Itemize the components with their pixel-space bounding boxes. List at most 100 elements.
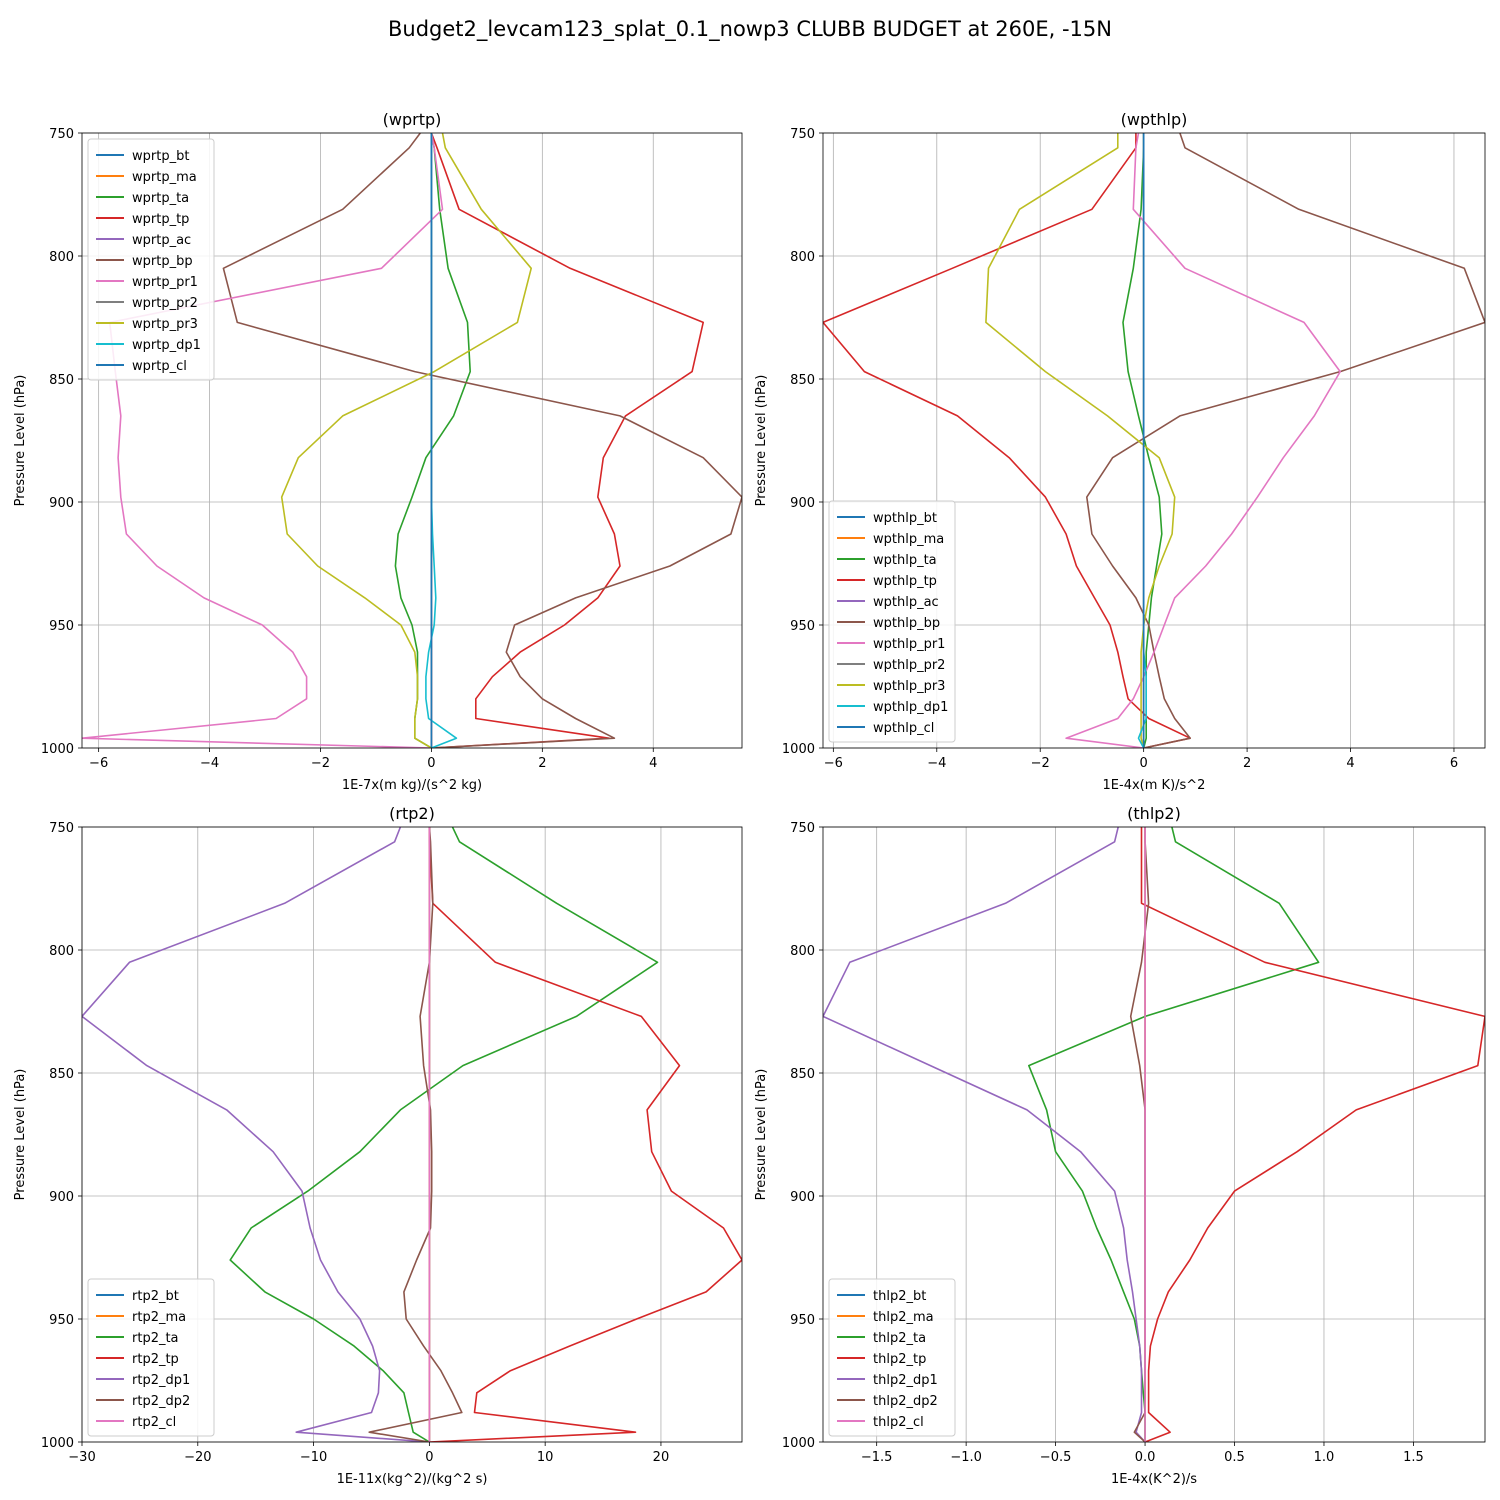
series-line-wprtp_pr1 [82,133,444,748]
panel-title: (thlp2) [1127,804,1181,823]
legend-label-wpthlp_cl: wpthlp_cl [873,721,934,736]
y-tick-label: 1000 [41,742,74,757]
y-tick-label: 750 [49,821,74,836]
x-tick-label: −10 [300,1450,327,1465]
legend-label-wpthlp_ta: wpthlp_ta [873,553,937,568]
panel-3: −1.5 −1.0 −0.5 0.0 0.5 1.0 1.5 750 800 850 900 950 1… [754,804,1486,1487]
series-line-rtp2_ta [229,827,659,1442]
panel-2: −30 −20 −10 0 10 20 750 800 850 900 950 1000 (rtp2) 1… [13,804,743,1487]
y-tick-label: 950 [49,619,74,634]
y-tick-label: 800 [790,250,815,265]
legend-label-wpthlp_tp: wpthlp_tp [873,574,937,589]
series-line-rtp2_dp1 [82,827,430,1442]
series-line-wprtp_tp [430,133,705,748]
legend-label-thlp2_tp: thlp2_tp [873,1352,926,1367]
legend-label-wprtp_bt: wprtp_bt [132,149,189,164]
figure-suptitle: Budget2_levcam123_splat_0.1_nowp3 CLUBB … [388,17,1112,42]
series-group [82,133,742,748]
legend-label-wprtp_pr1: wprtp_pr1 [132,275,198,290]
legend-label-rtp2_tp: rtp2_tp [132,1352,179,1367]
series-line-wpthlp_tp [823,133,1191,748]
legend-label-thlp2_dp1: thlp2_dp1 [873,1373,938,1388]
x-tick-label: −1.0 [950,1450,982,1465]
y-tick-label: 900 [790,496,815,511]
series-line-thlp2_dp1 [823,827,1146,1442]
x-axis-label: 1E-4x(K^2)/s [1111,1472,1197,1487]
legend-label-rtp2_ta: rtp2_ta [132,1331,179,1346]
x-tick-label: −30 [68,1450,95,1465]
series-line-wprtp_dp1 [425,133,458,748]
legend-label-thlp2_bt: thlp2_bt [873,1289,926,1304]
legend-label-wprtp_bp: wprtp_bp [132,254,193,269]
legend-box [87,1278,215,1437]
y-tick-label: 800 [790,944,815,959]
legend-label-rtp2_dp1: rtp2_dp1 [132,1373,190,1388]
y-tick-label: 750 [49,127,74,142]
legend-label-thlp2_dp2: thlp2_dp2 [873,1394,938,1409]
series-line-wprtp_pr3 [280,133,533,748]
legend-label-thlp2_cl: thlp2_cl [873,1415,924,1430]
panel-1: −6 −4 −2 0 2 4 6 750 800 850 900 950 1000 (wpthlp) 1E-… [754,110,1486,793]
series-line-wpthlp_bp [1086,133,1485,748]
legend-label-wprtp_cl: wprtp_cl [132,359,187,374]
series-line-wprtp_ta [394,133,472,748]
series-group [82,827,742,1442]
x-axis-label: 1E-11x(kg^2)/(kg^2 s) [337,1472,488,1487]
legend-label-wprtp_dp1: wprtp_dp1 [132,338,201,353]
legend-box [828,1278,956,1437]
x-tick-label: −20 [184,1450,211,1465]
y-tick-label: 750 [790,821,815,836]
plot-frame [822,132,1486,749]
y-axis-label: Pressure Level (hPa) [13,375,28,507]
legend: thlp2_bt thlp2_ma thlp2_ta thlp2_tp thlp2_dp… [828,1278,956,1437]
x-tick-label: 2 [538,756,546,771]
legend-label-wpthlp_bp: wpthlp_bp [873,616,940,631]
legend-label-wpthlp_pr3: wpthlp_pr3 [873,679,945,694]
series-line-wpthlp_pr3 [985,133,1176,748]
x-tick-label: 10 [537,1450,554,1465]
x-tick-label: −0.5 [1040,1450,1072,1465]
legend-label-wprtp_ma: wprtp_ma [132,170,197,185]
y-tick-label: 900 [49,1190,74,1205]
legend-label-rtp2_bt: rtp2_bt [132,1289,179,1304]
y-tick-label: 950 [790,1313,815,1328]
legend-label-wprtp_ta: wprtp_ta [132,191,189,206]
legend-label-wpthlp_bt: wpthlp_bt [873,511,937,526]
x-tick-label: 0 [425,1450,433,1465]
legend-label-wprtp_pr3: wprtp_pr3 [132,317,198,332]
x-tick-label: −4 [927,756,946,771]
y-tick-label: 1000 [41,1436,74,1451]
x-tick-label: −4 [200,756,219,771]
panel-title: (wprtp) [383,110,442,129]
plot-frame [822,826,1486,1443]
legend-box [828,500,956,743]
legend-label-thlp2_ma: thlp2_ma [873,1310,934,1325]
series-line-wprtp_bp [222,133,742,748]
x-tick-label: 6 [1450,756,1458,771]
x-tick-label: −2 [311,756,330,771]
series-line-rtp2_tp [428,827,742,1442]
legend: wpthlp_bt wpthlp_ma wpthlp_ta wpthlp_tpwpth… [828,500,956,743]
y-axis-label: Pressure Level (hPa) [754,375,769,507]
x-tick-label: 20 [653,1450,670,1465]
series-line-rtp2_dp2 [368,827,463,1442]
x-tick-label: −1.5 [861,1450,893,1465]
legend-label-wpthlp_ac: wpthlp_ac [873,595,939,610]
legend-label-rtp2_cl: rtp2_cl [132,1415,176,1430]
y-tick-label: 750 [790,127,815,142]
x-tick-label: 0.0 [1135,1450,1156,1465]
y-tick-label: 850 [790,373,815,388]
x-tick-label: 0.5 [1224,1450,1245,1465]
legend-box [87,138,215,381]
x-tick-label: 4 [1346,756,1354,771]
y-tick-label: 850 [790,1067,815,1082]
x-axis-label: 1E-7x(m kg)/(s^2 kg) [342,778,482,793]
plot-frame [81,826,743,1443]
x-tick-label: −2 [1031,756,1050,771]
legend-label-wpthlp_ma: wpthlp_ma [873,532,944,547]
legend-label-thlp2_ta: thlp2_ta [873,1331,926,1346]
x-tick-label: 1.5 [1403,1450,1424,1465]
y-tick-label: 850 [49,1067,74,1082]
x-tick-label: 0 [427,756,435,771]
